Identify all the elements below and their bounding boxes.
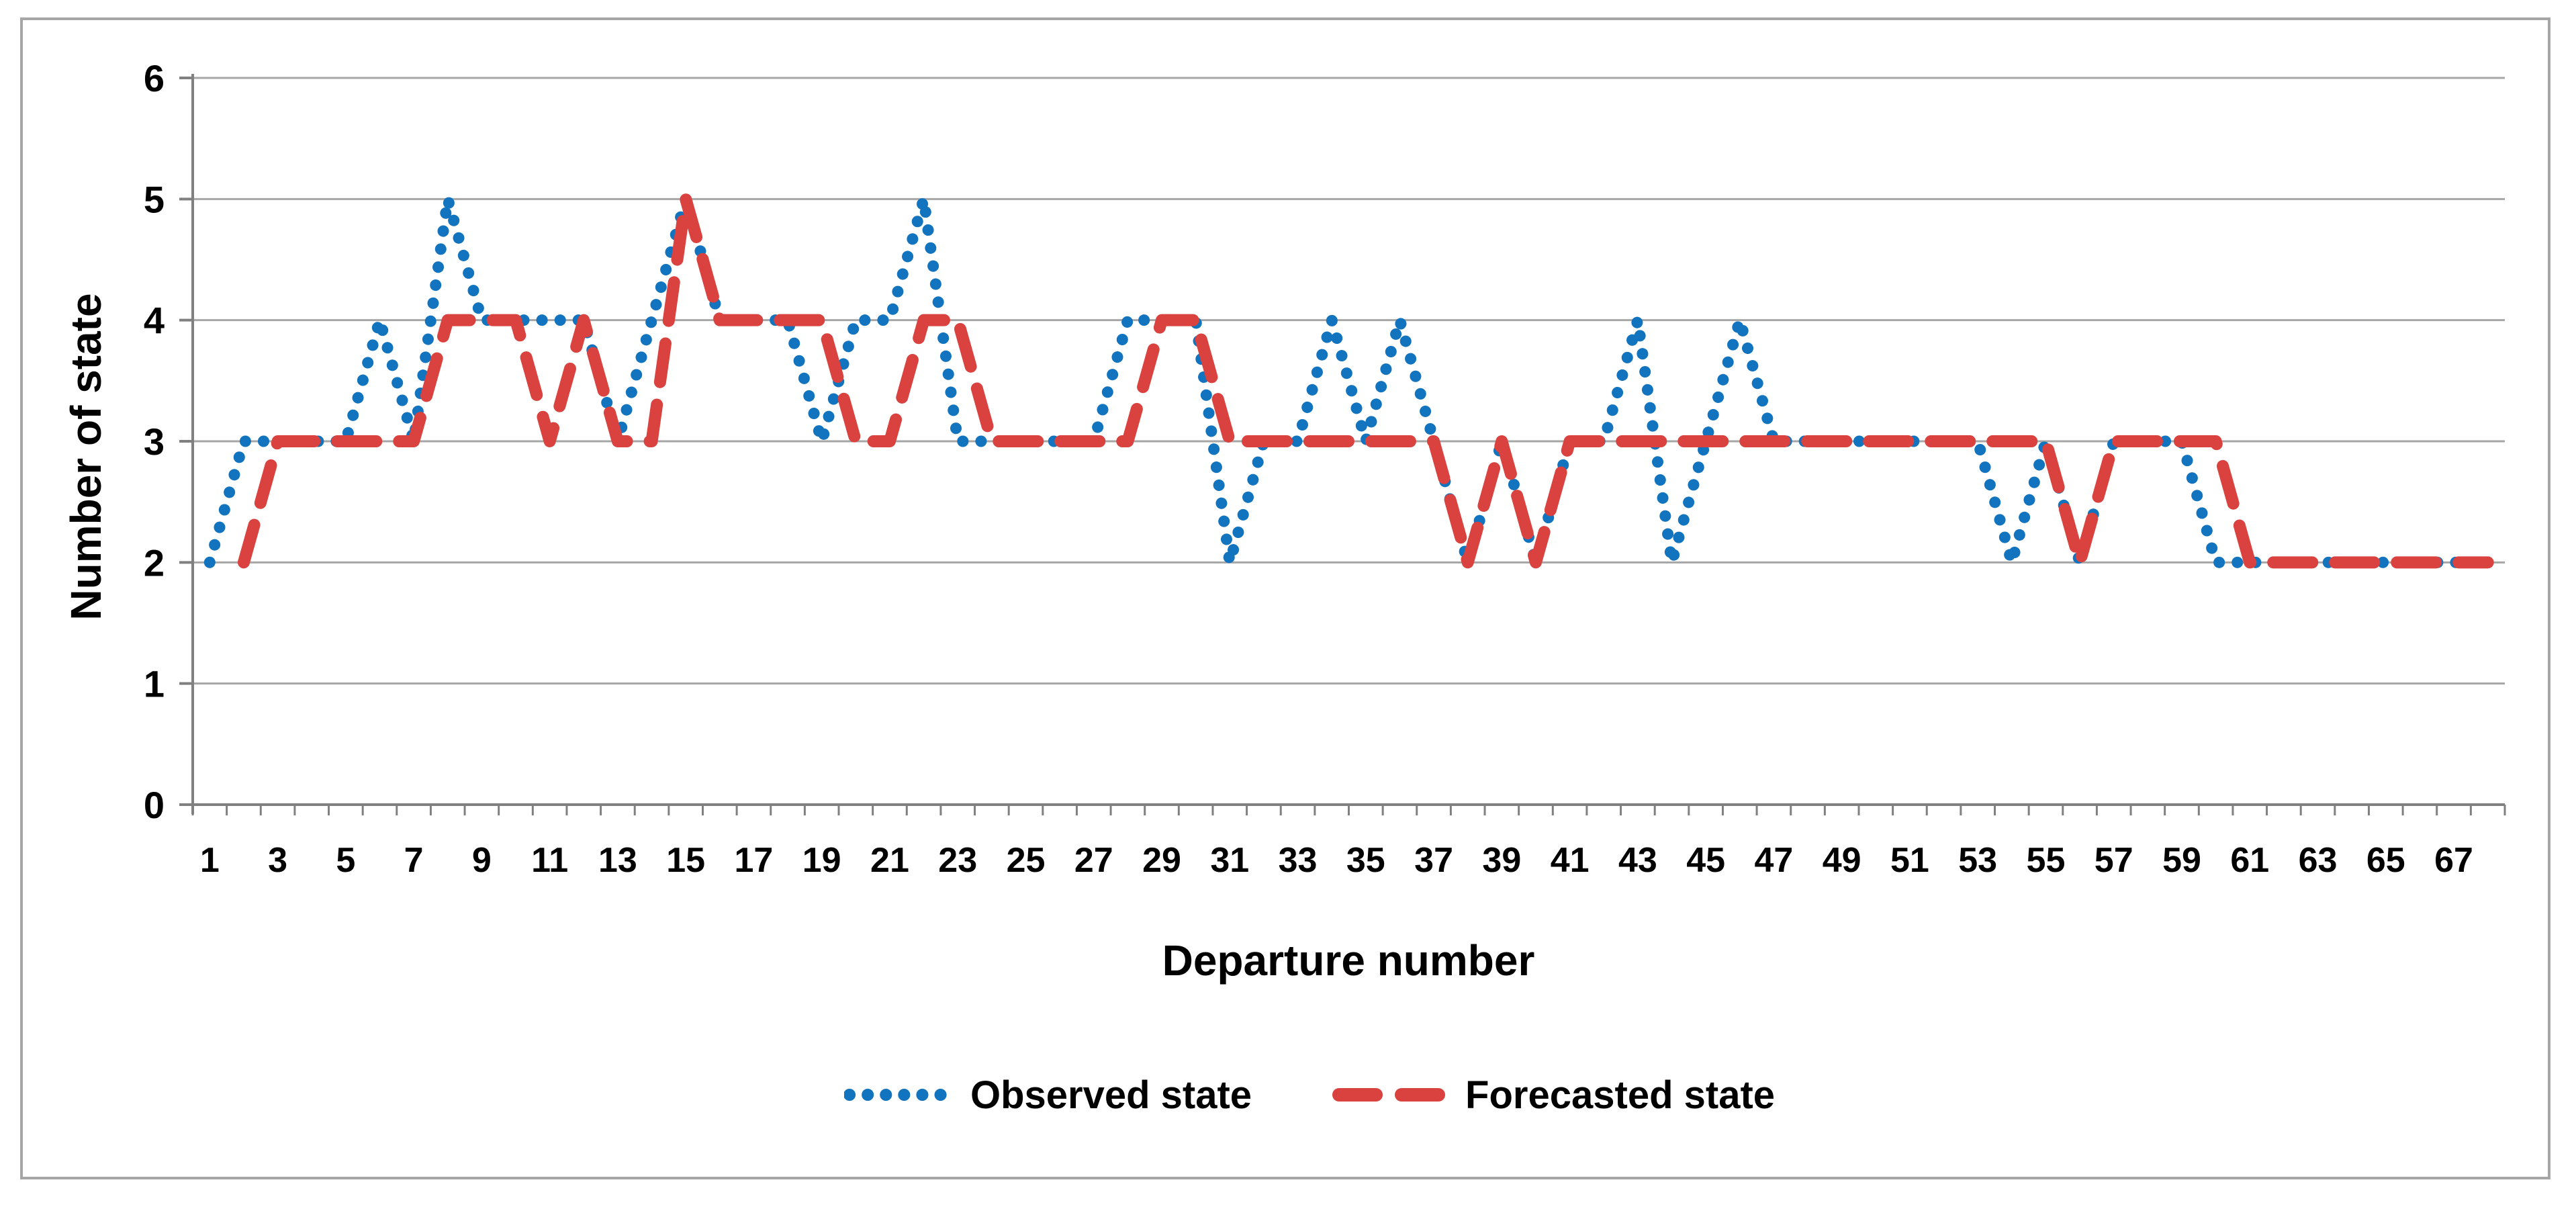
x-tick-label-3: 3 [268,841,287,880]
x-tick-label-21: 21 [870,841,909,880]
legend-item-forecasted: Forecasted state [1332,1073,1775,1118]
legend-label-observed: Observed state [970,1073,1252,1117]
legend-label-forecasted: Forecasted state [1465,1073,1776,1117]
x-tick-label-25: 25 [1007,841,1046,880]
y-tick-label-5: 5 [144,178,165,220]
y-axis-tick-labels: 0 1 2 3 4 5 6 [144,57,165,826]
dotted-line-icon [843,1089,952,1101]
x-tick-label-63: 63 [2299,841,2338,880]
x-tick-label-57: 57 [2095,841,2133,880]
x-tick-label-31: 31 [1210,841,1249,880]
x-tick-label-67: 67 [2434,841,2473,880]
x-tick-label-59: 59 [2162,841,2201,880]
series-line-observed-state [203,193,2494,568]
x-tick-label-51: 51 [1890,841,1929,880]
x-tick-label-55: 55 [2027,841,2066,880]
x-tick-label-5: 5 [336,841,355,880]
y-tick-label-0: 0 [144,784,165,826]
x-tick-label-53: 53 [1958,841,1997,880]
y-tick-label-3: 3 [144,420,165,463]
x-tick-label-49: 49 [1823,841,1861,880]
x-tick-label-39: 39 [1482,841,1521,880]
legend-item-observed: Observed state [843,1073,1252,1118]
x-tick-label-35: 35 [1346,841,1385,880]
x-tick-label-65: 65 [2366,841,2405,880]
x-tick-label-47: 47 [1754,841,1793,880]
x-tick-label-23: 23 [938,841,977,880]
x-tick-label-41: 41 [1551,841,1590,880]
x-tick-label-45: 45 [1686,841,1725,880]
x-tick-label-17: 17 [735,841,774,880]
x-tick-label-27: 27 [1074,841,1113,880]
legend: Observed state Forecasted state [792,1061,1827,1128]
x-tick-label-33: 33 [1279,841,1318,880]
x-tick-label-1: 1 [200,841,220,880]
tick-marks [179,77,2506,815]
x-tick-label-43: 43 [1618,841,1657,880]
y-tick-label-6: 6 [144,57,165,99]
y-tick-label-2: 2 [144,541,165,584]
x-tick-label-37: 37 [1414,841,1453,880]
x-tick-label-7: 7 [404,841,424,880]
x-tick-label-9: 9 [472,841,492,880]
dashed-line-icon [1332,1088,1447,1102]
data-series [203,193,2494,569]
series-line-forecasted-state [237,193,2494,569]
gridlines [193,77,2505,685]
x-axis-title: Departure number [1162,936,1535,985]
x-tick-label-61: 61 [2230,841,2269,880]
y-tick-label-1: 1 [144,663,165,705]
x-tick-label-29: 29 [1142,841,1181,880]
x-tick-label-19: 19 [802,841,841,880]
x-tick-label-11: 11 [531,841,568,880]
x-axis-tick-labels: 1 3 5 7 9 11 13 15 17 19 21 23 25 27 29 31 33 35 37 39 41 43 4… [200,841,2473,880]
y-tick-label-4: 4 [144,300,165,342]
figure-border [20,17,2550,1179]
y-axis-title: Number of state [62,293,110,620]
x-tick-label-13: 13 [598,841,637,880]
x-tick-label-15: 15 [666,841,705,880]
